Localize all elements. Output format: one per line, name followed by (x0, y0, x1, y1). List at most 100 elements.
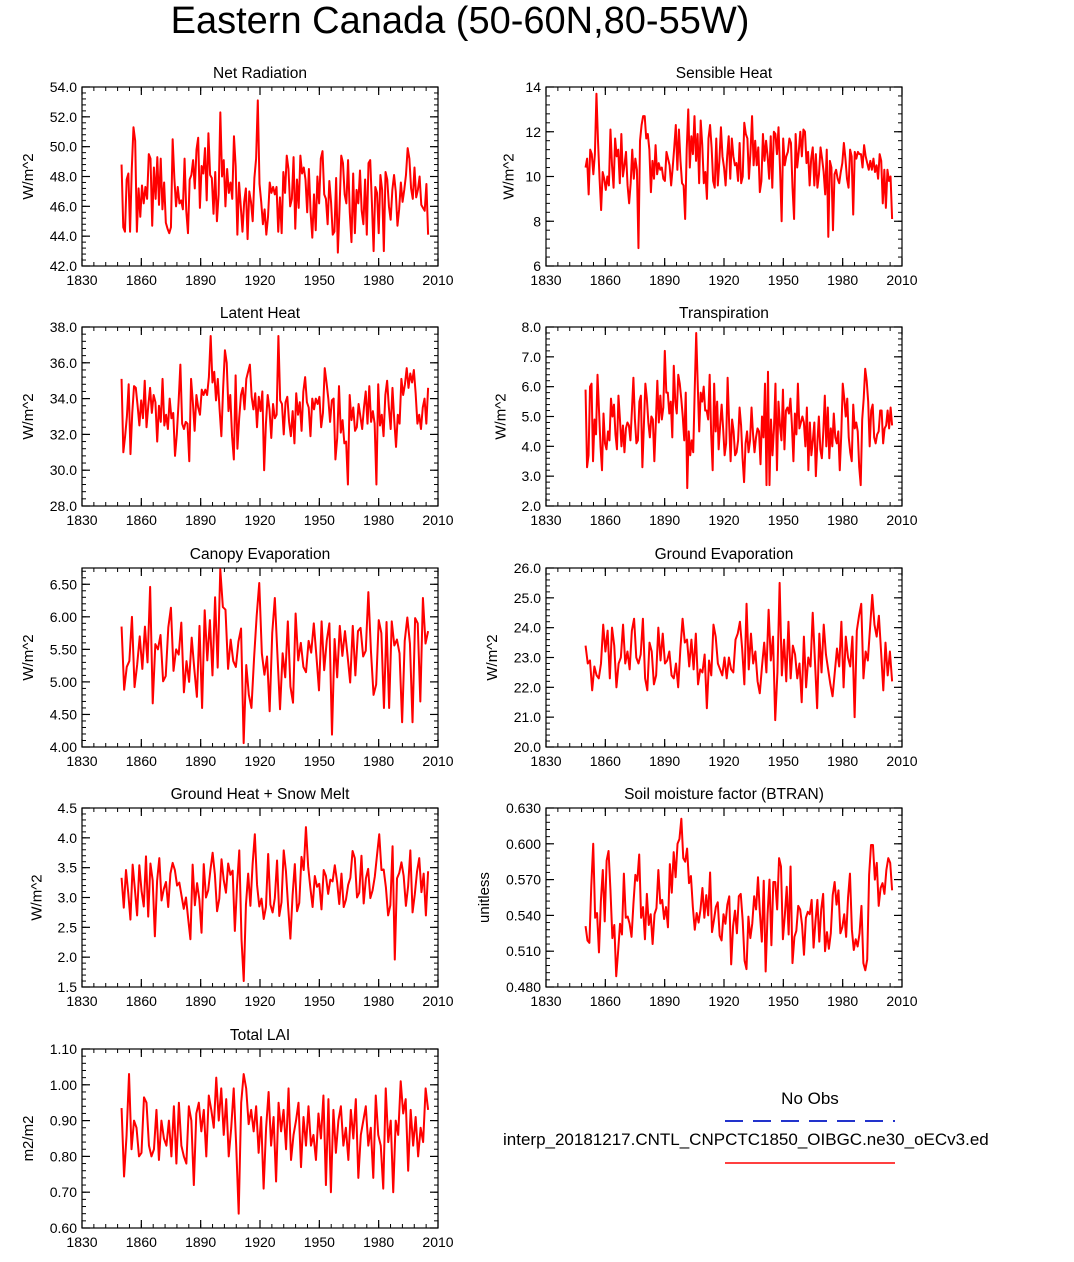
x-tick-label: 1950 (304, 1234, 335, 1250)
chart-panel-6: 1830 1860 1890 1920 1950 1980 2010 20.0 21.0 22.0… (484, 546, 918, 769)
x-tick-label: 1950 (768, 993, 799, 1009)
y-tick-label: 20.0 (514, 739, 541, 755)
y-tick-label: 25.0 (514, 590, 541, 606)
x-tick-label: 1830 (66, 993, 97, 1009)
y-axis-label: W/m^2 (484, 634, 501, 680)
x-tick-label: 1950 (768, 512, 799, 528)
y-tick-label: 3.0 (58, 890, 78, 906)
x-tick-label: 1860 (126, 512, 157, 528)
x-tick-label: 1920 (244, 753, 275, 769)
y-tick-label: 4.00 (50, 739, 77, 755)
x-tick-label: 1860 (126, 993, 157, 1009)
y-tick-label: 0.600 (506, 836, 541, 852)
y-tick-label: 0.480 (506, 979, 541, 995)
x-tick-label: 1980 (827, 272, 858, 288)
y-tick-label: 0.510 (506, 943, 541, 959)
y-tick-label: 4.50 (50, 706, 77, 722)
y-axis-label: W/m^2 (20, 153, 37, 199)
y-axis-label: W/m^2 (501, 153, 518, 199)
y-tick-label: 1.5 (58, 979, 78, 995)
x-tick-label: 1980 (827, 753, 858, 769)
series-line (584, 581, 894, 722)
series-line (584, 817, 894, 978)
y-tick-label: 0.570 (506, 872, 541, 888)
y-tick-label: 21.0 (514, 709, 541, 725)
y-tick-label: 4.0 (522, 438, 542, 454)
y-axis-label: W/m^2 (492, 393, 509, 439)
x-tick-label: 1830 (530, 272, 561, 288)
y-axis-label: W/m^2 (28, 874, 45, 920)
y-tick-label: 26.0 (514, 560, 541, 576)
y-tick-label: 0.60 (50, 1220, 77, 1236)
x-tick-label: 1950 (304, 993, 335, 1009)
y-tick-label: 36.0 (50, 355, 77, 371)
chart-panel-5: 1830 1860 1890 1920 1950 1980 2010 4.00 4.50 5.00… (20, 546, 454, 769)
y-tick-label: 32.0 (50, 426, 77, 442)
x-tick-label: 2010 (886, 753, 917, 769)
series-line (120, 334, 430, 486)
series-line (120, 1073, 430, 1215)
panel-title: Soil moisture factor (BTRAN) (624, 786, 824, 803)
y-axis-label: unitless (476, 872, 493, 923)
y-tick-label: 6.00 (50, 609, 77, 625)
series-line (584, 331, 894, 490)
x-tick-label: 1860 (590, 272, 621, 288)
x-tick-label: 1920 (708, 993, 739, 1009)
y-tick-label: 5.00 (50, 674, 77, 690)
y-tick-label: 38.0 (50, 319, 77, 335)
y-tick-label: 48.0 (50, 169, 77, 185)
x-tick-label: 1890 (185, 512, 216, 528)
y-tick-label: 0.630 (506, 800, 541, 816)
legend (725, 1120, 895, 1164)
x-tick-label: 1950 (304, 512, 335, 528)
x-tick-label: 1920 (708, 272, 739, 288)
x-tick-label: 1950 (768, 272, 799, 288)
x-tick-label: 1830 (66, 272, 97, 288)
y-tick-label: 23.0 (514, 650, 541, 666)
x-tick-label: 1890 (185, 1234, 216, 1250)
y-tick-label: 1.10 (50, 1041, 77, 1057)
y-tick-label: 24.0 (514, 620, 541, 636)
y-tick-label: 30.0 (50, 462, 77, 478)
y-tick-label: 12 (525, 124, 541, 140)
x-tick-label: 1890 (649, 753, 680, 769)
x-tick-label: 1980 (363, 1234, 394, 1250)
y-tick-label: 10 (525, 169, 541, 185)
x-tick-label: 1860 (126, 1234, 157, 1250)
y-tick-label: 6.0 (522, 379, 542, 395)
x-tick-label: 1920 (244, 512, 275, 528)
page-title: Eastern Canada (50-60N,80-55W) (170, 0, 750, 42)
x-tick-label: 1950 (768, 753, 799, 769)
x-tick-label: 2010 (422, 1234, 453, 1250)
y-tick-label: 14 (525, 79, 541, 95)
x-tick-label: 2010 (422, 993, 453, 1009)
x-tick-label: 1980 (363, 993, 394, 1009)
y-tick-label: 50.0 (50, 139, 77, 155)
x-tick-label: 1980 (363, 753, 394, 769)
x-tick-label: 1920 (708, 753, 739, 769)
y-tick-label: 0.540 (506, 907, 541, 923)
series-line (120, 568, 430, 745)
y-tick-label: 0.80 (50, 1148, 77, 1164)
x-tick-label: 1890 (649, 512, 680, 528)
legend-obs-label: No Obs (781, 1089, 839, 1108)
y-tick-label: 4.5 (58, 800, 78, 816)
x-tick-label: 1830 (530, 512, 561, 528)
x-tick-label: 1920 (708, 512, 739, 528)
y-tick-label: 0.70 (50, 1184, 77, 1200)
x-tick-label: 2010 (422, 272, 453, 288)
y-tick-label: 34.0 (50, 391, 77, 407)
legend-case-label: interp_20181217.CNTL_CNPCTC1850_OIBGC.ne… (503, 1130, 989, 1149)
panel-title: Total LAI (230, 1027, 290, 1044)
x-tick-label: 1950 (304, 753, 335, 769)
panel-title: Ground Evaporation (655, 546, 794, 563)
y-tick-label: 1.00 (50, 1077, 77, 1093)
chart-panel-9: 1830 1860 1890 1920 1950 1980 2010 0.60 0.70 0.80… (20, 1027, 454, 1250)
y-tick-label: 2.5 (58, 919, 78, 935)
x-tick-label: 1860 (590, 512, 621, 528)
x-tick-label: 1980 (827, 993, 858, 1009)
x-tick-label: 1890 (649, 993, 680, 1009)
x-tick-label: 1830 (66, 1234, 97, 1250)
y-tick-label: 28.0 (50, 498, 77, 514)
x-tick-label: 1890 (185, 272, 216, 288)
